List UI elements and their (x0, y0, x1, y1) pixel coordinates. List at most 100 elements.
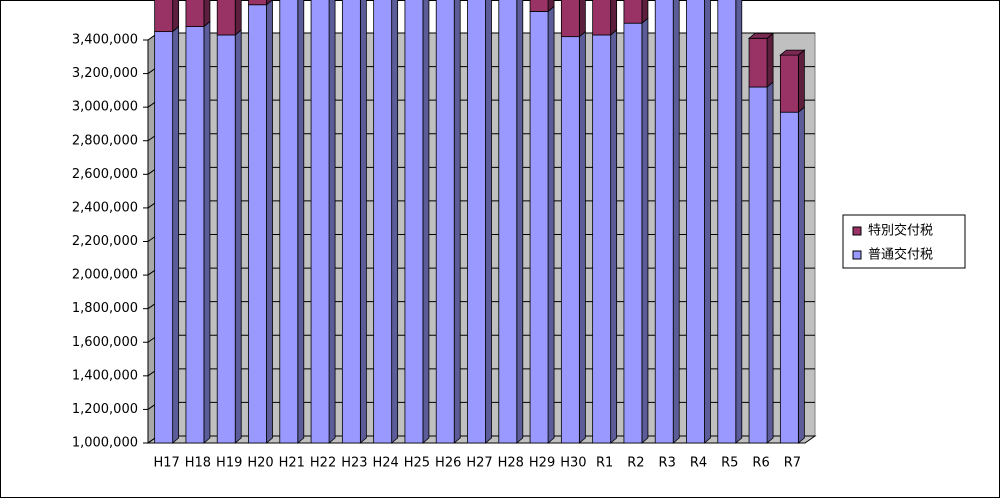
x-tick-label: R6 (752, 456, 769, 471)
x-tick-label: H23 (341, 456, 367, 471)
x-tick-label: H21 (279, 456, 305, 471)
bar-side (234, 29, 242, 444)
y-tick-label: 2,800,000 (72, 133, 138, 148)
bar-side (766, 32, 774, 88)
legend-box (842, 214, 966, 269)
x-tick-label: H29 (529, 456, 555, 471)
x-tick-label: H20 (247, 456, 273, 471)
y-tick-label: 1,600,000 (72, 335, 138, 350)
bar-side (704, 0, 711, 444)
bar (560, 36, 580, 444)
bar-side (453, 0, 461, 444)
bar (623, 22, 643, 444)
x-tick-label: R4 (690, 456, 707, 471)
x-tick-label: H28 (498, 456, 524, 471)
x-tick-label: H24 (372, 456, 398, 471)
y-tick-label: 3,400,000 (72, 33, 138, 48)
y-tick-label: 3,200,000 (72, 66, 138, 81)
bar (154, 31, 174, 444)
bar-side (516, 0, 524, 444)
bar-side (203, 0, 211, 28)
bar-side (578, 0, 586, 38)
bar (435, 0, 455, 444)
bar (248, 0, 267, 6)
x-tick-label: H25 (404, 456, 430, 471)
bar-side (672, 0, 680, 444)
bar-side (297, 0, 305, 444)
bar (779, 111, 799, 444)
legend-swatch (852, 250, 862, 260)
bar (560, 0, 580, 38)
bar-side (328, 0, 336, 444)
y-tick-label: 2,400,000 (72, 200, 138, 215)
bar-side (797, 49, 805, 114)
bar (310, 0, 330, 444)
bar (748, 37, 768, 88)
bar-side (547, 5, 555, 444)
x-tick-label: R3 (659, 456, 676, 471)
bar (216, 0, 236, 36)
y-tick-label: 1,800,000 (72, 301, 138, 316)
x-tick-label: H18 (185, 456, 211, 471)
y-tick-label: 2,600,000 (72, 167, 138, 182)
bar (341, 0, 361, 444)
bar-side (547, 0, 555, 13)
bar (498, 0, 518, 444)
legend-label: 普通交付税 (868, 247, 933, 263)
bar-side (610, 0, 618, 36)
x-tick-label: R1 (596, 456, 613, 471)
bar (404, 0, 424, 444)
bar (216, 34, 236, 444)
bar-top (747, 32, 775, 39)
bar-side (172, 0, 180, 33)
bar-side (391, 0, 399, 444)
bar (279, 0, 299, 444)
bar (779, 54, 799, 113)
bar-side (610, 29, 618, 444)
y-tick-label: 1,200,000 (72, 402, 138, 417)
bar (686, 0, 705, 444)
bar (529, 11, 549, 444)
bar-side (172, 25, 180, 444)
y-tick-label: 3,000,000 (72, 100, 138, 115)
x-tick-label: H17 (153, 456, 179, 471)
bar-side (266, 0, 273, 6)
bar (592, 0, 612, 36)
x-tick-label: H27 (466, 456, 492, 471)
y-tick-label: 2,200,000 (72, 234, 138, 249)
x-tick-label: H19 (216, 456, 242, 471)
y-tick-label: 1,400,000 (72, 368, 138, 383)
bar-side (203, 20, 211, 444)
bar (467, 0, 486, 444)
bar-side (359, 0, 367, 444)
bar-side (797, 106, 805, 444)
x-tick-label: R7 (784, 456, 801, 471)
x-tick-label: R2 (627, 456, 644, 471)
bar (529, 0, 549, 12)
bar (185, 0, 205, 27)
y-tick-label: 2,000,000 (72, 268, 138, 283)
bar-side (735, 0, 743, 444)
bar (154, 0, 174, 33)
bar (748, 86, 768, 444)
bar (373, 0, 393, 444)
x-tick-label: H22 (310, 456, 336, 471)
bar-side (422, 0, 430, 444)
bar (248, 4, 267, 444)
bar-side (641, 17, 649, 444)
bar-side (766, 81, 774, 444)
bar (185, 26, 205, 444)
bar (592, 34, 612, 444)
bar-side (234, 0, 242, 36)
y-tick-label: 1,000,000 (72, 436, 138, 451)
x-tick-label: H26 (435, 456, 461, 471)
bar-side (578, 30, 586, 444)
bar (717, 0, 737, 444)
bar-top (779, 49, 806, 56)
bar (654, 0, 674, 444)
legend-swatch (852, 226, 862, 236)
bar (623, 0, 643, 24)
legend-label: 特別交付税 (868, 223, 933, 239)
